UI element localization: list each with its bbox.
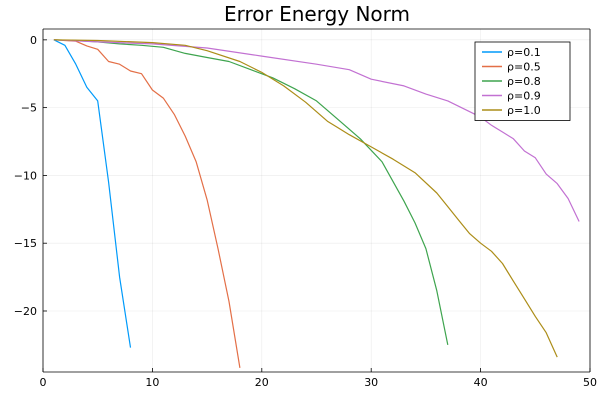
- series-line-5: [53, 39, 558, 358]
- legend-label: ρ=1.0: [507, 104, 541, 117]
- y-tick-label: −5: [21, 102, 37, 115]
- y-tick-label: −15: [14, 237, 37, 250]
- legend-label: ρ=0.9: [507, 90, 541, 103]
- legend-label: ρ=0.5: [507, 61, 541, 74]
- series-layer: [53, 39, 580, 368]
- axes-layer: 0 10 20 30 40 50 0 −5 −10 −15 −20: [14, 28, 597, 389]
- x-tick-label: 10: [145, 376, 159, 389]
- legend[interactable]: ρ=0.1 ρ=0.5ρ=0.8 ρ=0.9ρ=1.0: [474, 41, 571, 121]
- x-tick-label: 50: [583, 376, 597, 389]
- legend-label: ρ=0.8: [507, 75, 541, 88]
- x-tick-label: 20: [255, 376, 269, 389]
- x-tick-label: 30: [364, 376, 378, 389]
- series-line-1: [53, 39, 132, 348]
- y-tick-label: 0: [30, 34, 37, 47]
- y-tick-label: −10: [14, 169, 37, 182]
- x-tick-label: 0: [40, 376, 47, 389]
- y-tick-label: −20: [14, 305, 37, 318]
- series-line-2: [53, 39, 241, 368]
- series-line-4: [53, 39, 580, 222]
- x-tick-label: 40: [474, 376, 488, 389]
- series-line-3: [53, 39, 449, 346]
- chart-title: Error Energy Norm: [224, 2, 410, 26]
- legend-label: ρ=0.1: [507, 46, 541, 59]
